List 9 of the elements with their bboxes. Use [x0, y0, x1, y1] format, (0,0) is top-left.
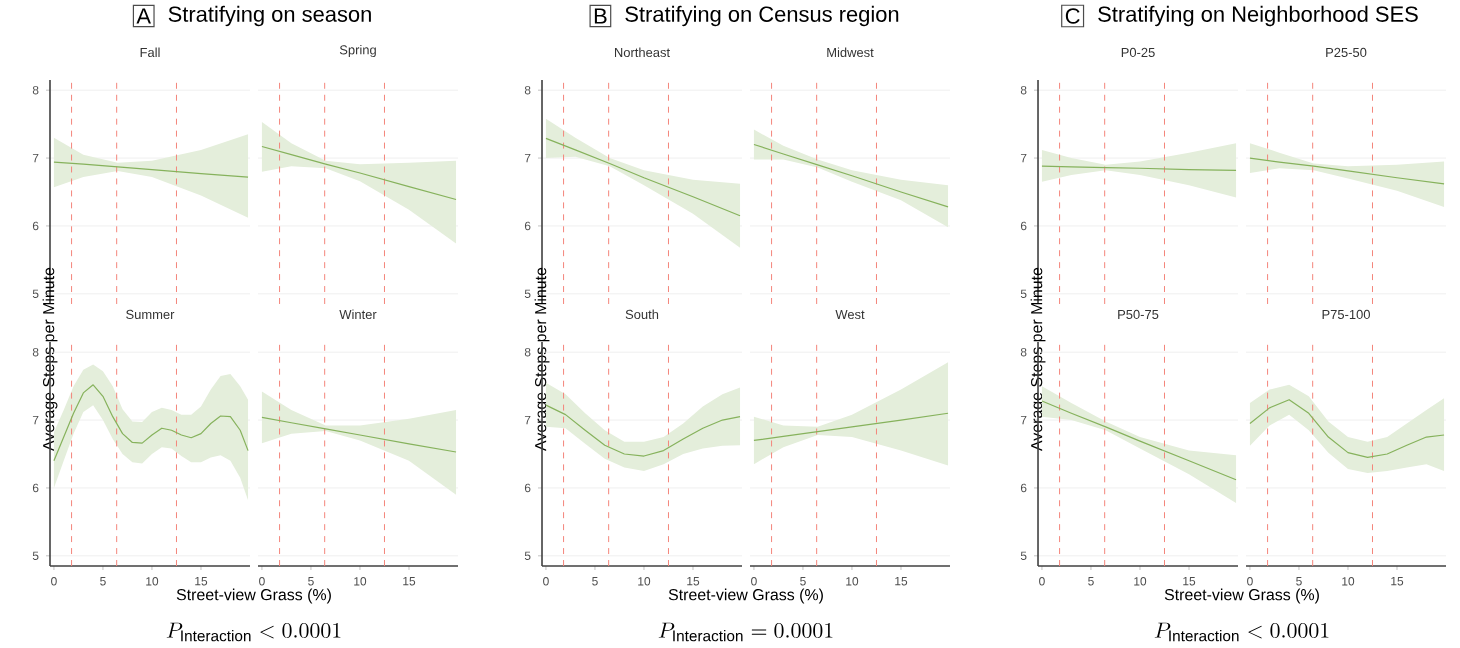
text: B: [594, 8, 607, 24]
text: $P_{\mathrm{Interaction}} < 0.0001$: [1154, 622, 1329, 642]
text: A: [136, 8, 151, 24]
text: Stratifying on Census region: [625, 5, 899, 27]
text: $P_{\mathrm{Interaction}} = 0.0001$: [658, 622, 833, 642]
text: C: [1065, 8, 1080, 24]
text: Stratifying on Neighborhood SES: [1098, 5, 1418, 27]
text: Stratifying on season: [168, 5, 371, 27]
text: $P_{\mathrm{Interaction}} < 0.0001$: [166, 622, 341, 642]
